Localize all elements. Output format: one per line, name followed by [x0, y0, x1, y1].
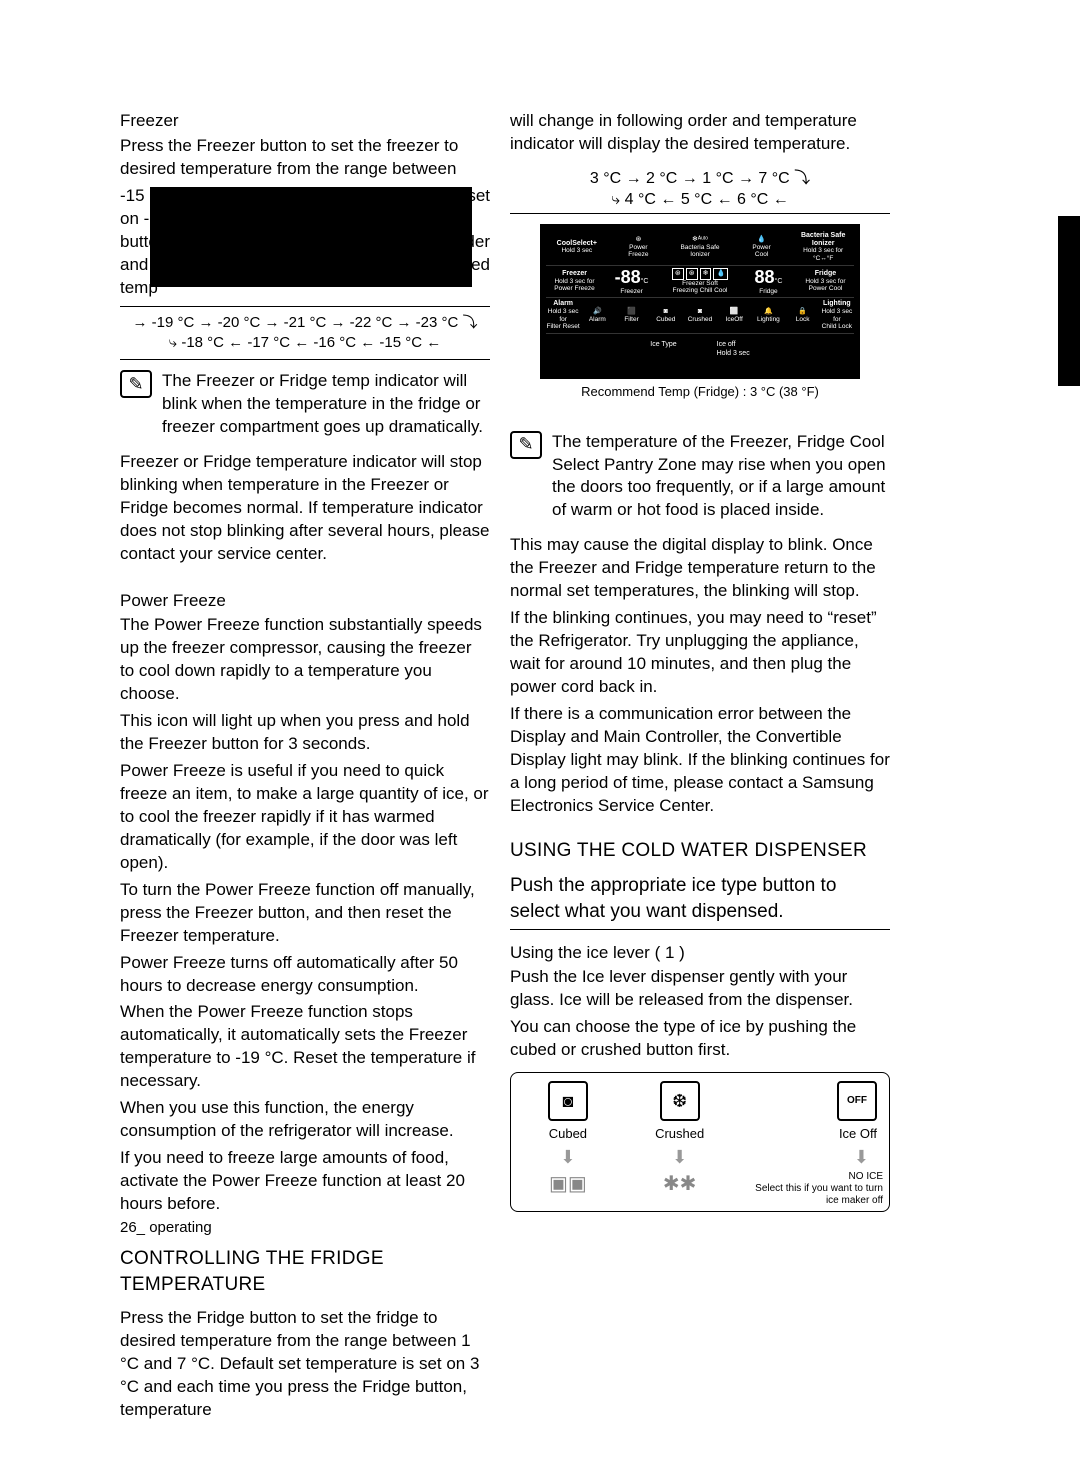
- side-tab: [1058, 216, 1080, 386]
- pf-p1: The Power Freeze function substantially …: [120, 614, 490, 706]
- panel-crushed-icon: ◙Crushed: [683, 308, 717, 323]
- panel-lighting-label: LightingHold 3 sec forChild Lock: [820, 300, 854, 331]
- page-footer: 26_ operating: [120, 1218, 212, 1238]
- cubed-label: Cubed: [517, 1125, 619, 1143]
- off-desc: Select this if you want to turn ice make…: [741, 1183, 883, 1207]
- arrow-down-icon: ⬇: [629, 1145, 731, 1169]
- ice-off-cell: OFF Ice Off ⬇ NO ICE Select this if you …: [741, 1081, 883, 1207]
- panel-cubed-icon: ◙Cubed: [649, 308, 683, 323]
- dispenser-sub: Push the appropriate ice type button to …: [510, 873, 890, 929]
- power-freeze-head: Power Freeze: [120, 590, 490, 613]
- temp-chain-bot: ⤷ -18 °C ← -17 °C ← -16 °C ← -15 °C ←: [120, 333, 490, 353]
- dispenser-title: USING THE COLD WATER DISPENSER: [510, 838, 890, 864]
- right-p3: If there is a communication error betwee…: [510, 703, 890, 818]
- crushed-icon: ❆: [660, 1081, 700, 1121]
- lever-p1: Push the Ice lever dispenser gently with…: [510, 966, 890, 1012]
- note2: The temperature of the Freezer, Fridge C…: [552, 431, 890, 523]
- pf-p6: When the Power Freeze function stops aut…: [120, 1001, 490, 1093]
- panel-freezer-label: FreezerHold 3 sec forPower Freeze: [546, 270, 603, 293]
- freezer-p5b: ed: [471, 254, 490, 277]
- panel-lighting-icon: 🔔Lighting: [751, 308, 785, 323]
- panel-bottom: Ice Type Ice offHold 3 sec: [546, 340, 854, 359]
- pf-p2: This icon will light up when you press a…: [120, 710, 490, 756]
- cubed-icon: ◙: [548, 1081, 588, 1121]
- cubed-result-icon: ▣▣: [517, 1171, 619, 1198]
- right-p2: If the blinking continues, you may need …: [510, 607, 890, 699]
- panel-iceoff-icon: ⬜IceOff: [717, 308, 751, 323]
- ice-crushed-cell: ❆ Crushed ⬇ ✱✱: [629, 1081, 731, 1207]
- pf-p5: Power Freeze turns off automatically aft…: [120, 952, 490, 998]
- panel-fridge-temp: 88°CFridge: [740, 268, 797, 295]
- panel-row-3: AlarmHold 3 sec forFilter Reset 🔊Alarm ⬛…: [546, 298, 854, 334]
- control-panel: CoolSelect+Hold 3 sec ⊛PowerFreeze ❄ᴬᵘᵗᵒ…: [540, 224, 860, 379]
- noice-label: NO ICE: [741, 1171, 883, 1183]
- panel-power-cool-icon: 💧PowerCool: [731, 236, 793, 259]
- cft-title: CONTROLLING THE FRIDGE TEMPERATURE: [120, 1246, 490, 1297]
- pf-p3: Power Freeze is useful if you need to qu…: [120, 760, 490, 875]
- panel-mode-boxes: ⊛⊛❄💧 Freezer SoftFreezing Chill Cool: [660, 268, 740, 295]
- lever-p2: You can choose the type of ice by pushin…: [510, 1016, 890, 1062]
- freezer-temp-chain: → -19 °C → -20 °C → -21 °C → -22 °C → -2…: [120, 306, 490, 361]
- temp-chain-top: → -19 °C → -20 °C → -21 °C → -22 °C → -2…: [120, 313, 490, 333]
- right-column: will change in following order and tempe…: [510, 110, 890, 1426]
- panel-bacteria-icon: ❄ᴬᵘᵗᵒBacteria SafeIonizer: [669, 236, 731, 259]
- panel-row-1: CoolSelect+Hold 3 sec ⊛PowerFreeze ❄ᴬᵘᵗᵒ…: [546, 230, 854, 266]
- panel-bacteria-right: Bacteria SafeIonizerHold 3 sec for °C↔°F: [792, 232, 854, 263]
- cft-p1: Press the Fridge button to set the fridg…: [120, 1307, 490, 1422]
- off-icon: OFF: [837, 1081, 877, 1121]
- chain-top: 3 °C → 2 °C → 1 °C → 7 °C ⤵: [510, 168, 890, 190]
- panel-ice-off: Ice offHold 3 sec: [717, 340, 750, 359]
- note-icon: ✎: [510, 431, 542, 459]
- blink-note: ✎ The Freezer or Fridge temp indicator w…: [120, 370, 490, 443]
- panel-power-freeze-icon: ⊛PowerFreeze: [608, 236, 670, 259]
- pf-p4: To turn the Power Freeze function off ma…: [120, 879, 490, 948]
- pf-p7: When you use this function, the energy c…: [120, 1097, 490, 1143]
- temp-rise-note: ✎ The temperature of the Freezer, Fridge…: [510, 431, 890, 527]
- pf-p8: If you need to freeze large amounts of f…: [120, 1147, 490, 1216]
- ice-table: ◙ Cubed ⬇ ▣▣ ❆ Crushed ⬇ ✱✱ OFF Ice Off …: [510, 1072, 890, 1212]
- ice-cubed-cell: ◙ Cubed ⬇ ▣▣: [517, 1081, 619, 1207]
- recommend-temp: Recommend Temp (Fridge) : 3 °C (38 °F): [510, 383, 890, 401]
- panel-coolselect: CoolSelect+Hold 3 sec: [546, 240, 608, 255]
- panel-ice-type: Ice Type: [650, 340, 676, 359]
- panel-alarm-label: AlarmHold 3 sec forFilter Reset: [546, 300, 580, 331]
- panel-row-2: FreezerHold 3 sec forPower Freeze -88°CF…: [546, 266, 854, 298]
- panel-filter-icon: ⬛Filter: [614, 308, 648, 323]
- right-intro: will change in following order and tempe…: [510, 110, 890, 156]
- crushed-label: Crushed: [629, 1125, 731, 1143]
- redacted-block: [150, 187, 472, 287]
- off-label: Ice Off: [741, 1125, 883, 1143]
- panel-lock-icon: 🔒Lock: [786, 308, 820, 323]
- note-icon: ✎: [120, 370, 152, 398]
- arrow-down-icon: ⬇: [517, 1145, 619, 1169]
- note1: The Freezer or Fridge temp indicator wil…: [162, 370, 490, 439]
- panel-fridge-label: FridgeHold 3 sec forPower Cool: [797, 270, 854, 293]
- panel-freezer-temp: -88°CFreezer: [603, 268, 660, 295]
- fridge-temp-chain: 3 °C → 2 °C → 1 °C → 7 °C ⤵ ⤷ 4 °C ← 5 °…: [510, 162, 890, 214]
- freezer-head: Freezer: [120, 110, 490, 133]
- freezer-p1: Press the Freezer button to set the free…: [120, 135, 490, 181]
- freezer-p2a: -15: [120, 185, 145, 208]
- panel-alarm-icon: 🔊Alarm: [580, 308, 614, 323]
- page: Freezer Press the Freezer button to set …: [0, 0, 1080, 1476]
- crushed-result-icon: ✱✱: [629, 1171, 731, 1198]
- right-p1: This may cause the digital display to bl…: [510, 534, 890, 603]
- arrow-down-icon: ⬇: [741, 1145, 883, 1169]
- note1b: Freezer or Fridge temperature indicator …: [120, 451, 490, 566]
- chain-bot: ⤷ 4 °C ← 5 °C ← 6 °C ←: [510, 189, 890, 211]
- lever-head: Using the ice lever ( 1 ): [510, 942, 890, 965]
